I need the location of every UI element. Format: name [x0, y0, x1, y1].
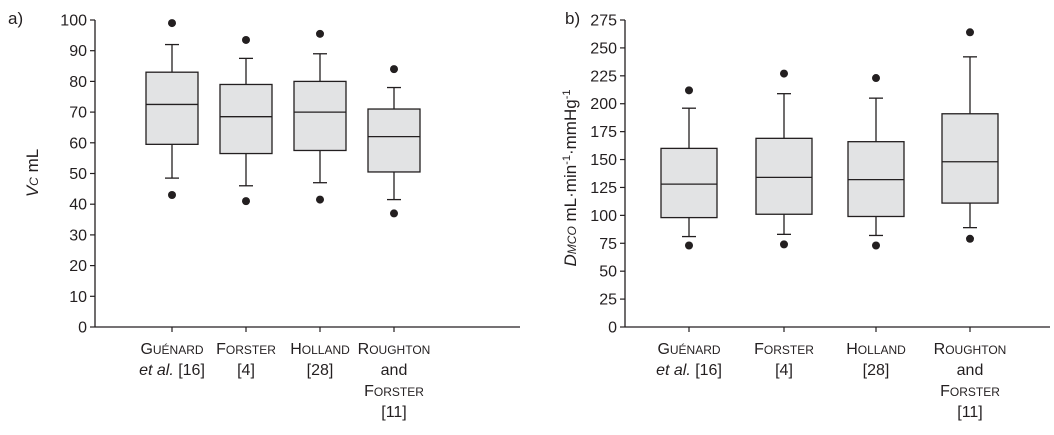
outlier-point: [390, 65, 398, 74]
outlier-point: [685, 241, 693, 250]
panel-label-a: a): [8, 9, 23, 28]
y-tick-label-a: 0: [78, 320, 87, 337]
category-label: GUÉNARD et al. [16]: [139, 341, 205, 379]
iqr-box: [941, 113, 999, 204]
y-tick-label-a: 50: [69, 166, 87, 183]
y-tick-label-b: 0: [608, 320, 617, 337]
outlier-point: [242, 35, 250, 44]
y-tick-label-a: 80: [69, 74, 87, 91]
outlier-point: [242, 197, 250, 206]
y-tick-label-a: 70: [69, 105, 87, 122]
iqr-box: [293, 80, 347, 152]
y-tick-label-a: 100: [60, 13, 87, 30]
y-tick-label-b: 175: [590, 124, 617, 141]
category-label: ROUGHTON and FORSTER [11]: [358, 341, 431, 421]
outlier-point: [872, 241, 880, 250]
outlier-point: [872, 74, 880, 83]
outlier-point: [316, 29, 324, 38]
y-tick-label-a: 30: [69, 227, 87, 244]
iqr-box: [145, 71, 199, 145]
category-label: HOLLAND [28]: [290, 341, 350, 379]
y-tick-label-a: 60: [69, 135, 87, 152]
outlier-point: [168, 190, 176, 199]
y-tick-label-b: 75: [599, 236, 617, 253]
y-tick-label-a: 20: [69, 258, 87, 275]
y-tick-label-b: 100: [590, 208, 617, 225]
y-tick-label-b: 200: [590, 96, 617, 113]
outlier-point: [966, 234, 974, 243]
y-tick-label-a: 90: [69, 43, 87, 60]
iqr-box: [219, 83, 273, 155]
outlier-point: [316, 195, 324, 204]
category-label: HOLLAND [28]: [846, 341, 906, 379]
y-tick-label-b: 50: [599, 264, 617, 281]
outlier-point: [168, 19, 176, 28]
y-tick-label-b: 250: [590, 40, 617, 57]
iqr-box: [755, 137, 813, 215]
y-tick-label-a: 40: [69, 197, 87, 214]
outlier-point: [685, 86, 693, 95]
y-tick-label-b: 150: [590, 152, 617, 169]
y-tick-label-b: 125: [590, 180, 617, 197]
iqr-box: [367, 108, 421, 173]
y-axis-label-a: VC mL: [23, 149, 42, 197]
y-tick-label-b: 275: [590, 13, 617, 30]
y-tick-label-a: 10: [69, 289, 87, 306]
outlier-point: [966, 28, 974, 37]
y-axis-label-b: DMCO mL·min-1·mmHg-1: [561, 90, 580, 267]
panel-label-b: b): [565, 9, 580, 28]
outlier-point: [780, 69, 788, 78]
category-label: ROUGHTON and FORSTER [11]: [934, 341, 1007, 421]
y-tick-label-b: 25: [599, 292, 617, 309]
y-tick-label-b: 225: [590, 68, 617, 85]
outlier-point: [780, 240, 788, 249]
outlier-point: [390, 209, 398, 218]
category-label: FORSTER [4]: [216, 341, 276, 379]
category-label: FORSTER [4]: [754, 341, 814, 379]
iqr-box: [660, 147, 718, 219]
category-label: GUÉNARD et al. [16]: [656, 341, 722, 379]
